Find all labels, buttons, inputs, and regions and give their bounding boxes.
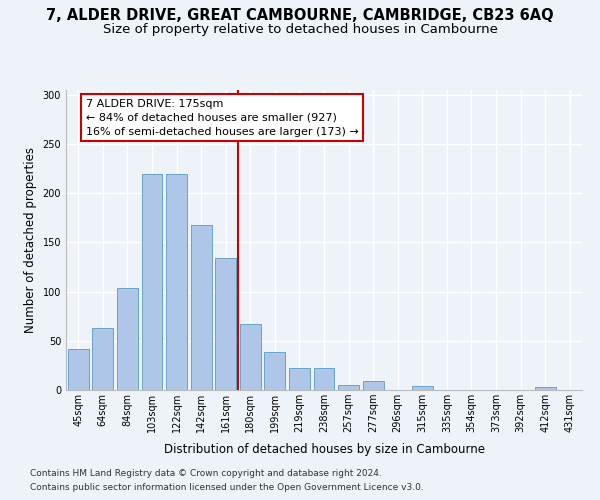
Bar — [535, 387, 556, 390]
Bar — [117, 288, 138, 390]
Bar — [166, 174, 187, 390]
Text: 7, ALDER DRIVE, GREAT CAMBOURNE, CAMBRIDGE, CB23 6AQ: 7, ALDER DRIVE, GREAT CAMBOURNE, CAMBRID… — [46, 8, 554, 22]
Text: 7 ALDER DRIVE: 175sqm
← 84% of detached houses are smaller (927)
16% of semi-det: 7 ALDER DRIVE: 175sqm ← 84% of detached … — [86, 99, 358, 137]
Y-axis label: Number of detached properties: Number of detached properties — [24, 147, 37, 333]
Bar — [362, 381, 383, 390]
Bar — [240, 324, 261, 390]
Bar — [289, 368, 310, 390]
Bar — [215, 258, 236, 390]
Text: Contains HM Land Registry data © Crown copyright and database right 2024.: Contains HM Land Registry data © Crown c… — [30, 468, 382, 477]
Bar — [68, 348, 89, 390]
Text: Size of property relative to detached houses in Cambourne: Size of property relative to detached ho… — [103, 22, 497, 36]
Text: Contains public sector information licensed under the Open Government Licence v3: Contains public sector information licen… — [30, 484, 424, 492]
Bar — [191, 225, 212, 390]
Bar — [412, 386, 433, 390]
Bar — [338, 385, 359, 390]
Bar — [314, 368, 334, 390]
Bar — [265, 352, 286, 390]
Bar — [92, 328, 113, 390]
Bar — [142, 174, 163, 390]
Text: Distribution of detached houses by size in Cambourne: Distribution of detached houses by size … — [163, 442, 485, 456]
